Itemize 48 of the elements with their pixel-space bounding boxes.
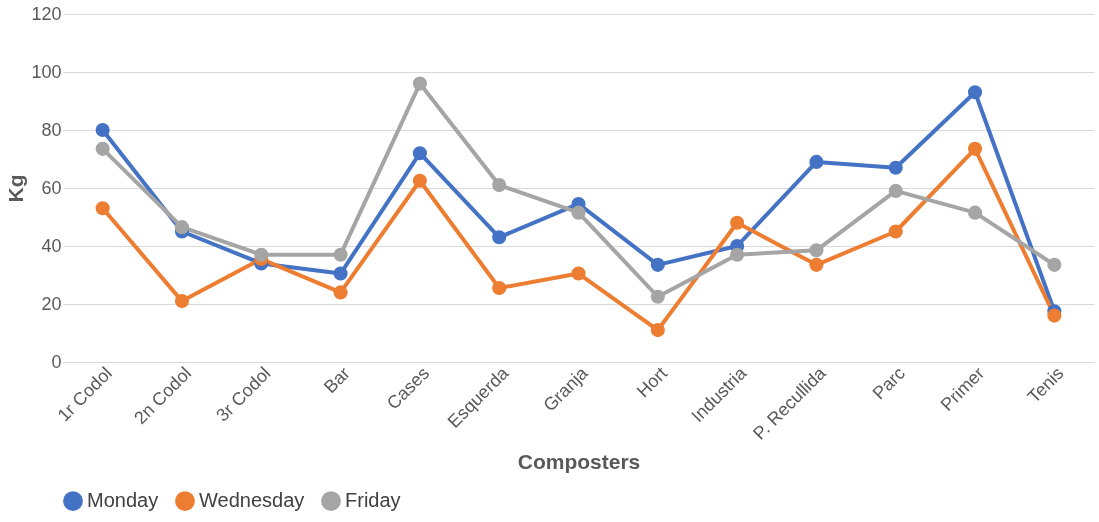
point bbox=[967, 141, 983, 156]
point bbox=[412, 146, 427, 161]
point bbox=[809, 243, 824, 258]
point bbox=[730, 247, 745, 262]
point bbox=[650, 289, 665, 304]
point bbox=[809, 257, 824, 272]
y-tick-label: 120 bbox=[31, 3, 62, 24]
y-tick-label: 0 bbox=[51, 351, 62, 372]
legend-label: Friday bbox=[345, 489, 401, 512]
point bbox=[333, 266, 348, 281]
point bbox=[492, 230, 507, 245]
point bbox=[412, 173, 427, 188]
point bbox=[492, 280, 507, 296]
point bbox=[1047, 257, 1062, 272]
x-tick-label: Hort bbox=[632, 363, 672, 402]
point bbox=[650, 323, 665, 338]
legend-label: Monday bbox=[87, 489, 159, 512]
point bbox=[571, 205, 586, 220]
point bbox=[967, 85, 983, 100]
point bbox=[333, 247, 348, 262]
point bbox=[967, 205, 983, 220]
y-tick-label: 20 bbox=[41, 293, 62, 314]
point bbox=[888, 224, 903, 239]
x-axis-title: Composters bbox=[517, 449, 641, 473]
y-tick-label: 100 bbox=[31, 61, 62, 82]
point bbox=[809, 154, 824, 169]
point bbox=[888, 160, 903, 175]
point bbox=[95, 122, 110, 138]
point bbox=[95, 201, 110, 216]
point bbox=[1047, 308, 1062, 323]
point bbox=[412, 76, 427, 91]
x-tick-label: Bar bbox=[319, 363, 354, 398]
legend-label: Wednesday bbox=[199, 489, 305, 512]
point bbox=[174, 220, 190, 235]
y-tick-label: 80 bbox=[41, 119, 62, 140]
y-tick-label: 60 bbox=[41, 177, 62, 198]
point bbox=[95, 141, 110, 156]
y-axis-title: Kg bbox=[4, 174, 28, 203]
point bbox=[730, 215, 745, 230]
point bbox=[650, 257, 665, 272]
y-tick-label: 40 bbox=[41, 235, 62, 256]
point bbox=[888, 183, 903, 198]
point bbox=[254, 247, 269, 262]
point bbox=[333, 285, 348, 300]
point bbox=[571, 266, 586, 281]
x-tick-label: Parc bbox=[868, 363, 909, 404]
point bbox=[174, 294, 190, 309]
point bbox=[492, 178, 507, 193]
